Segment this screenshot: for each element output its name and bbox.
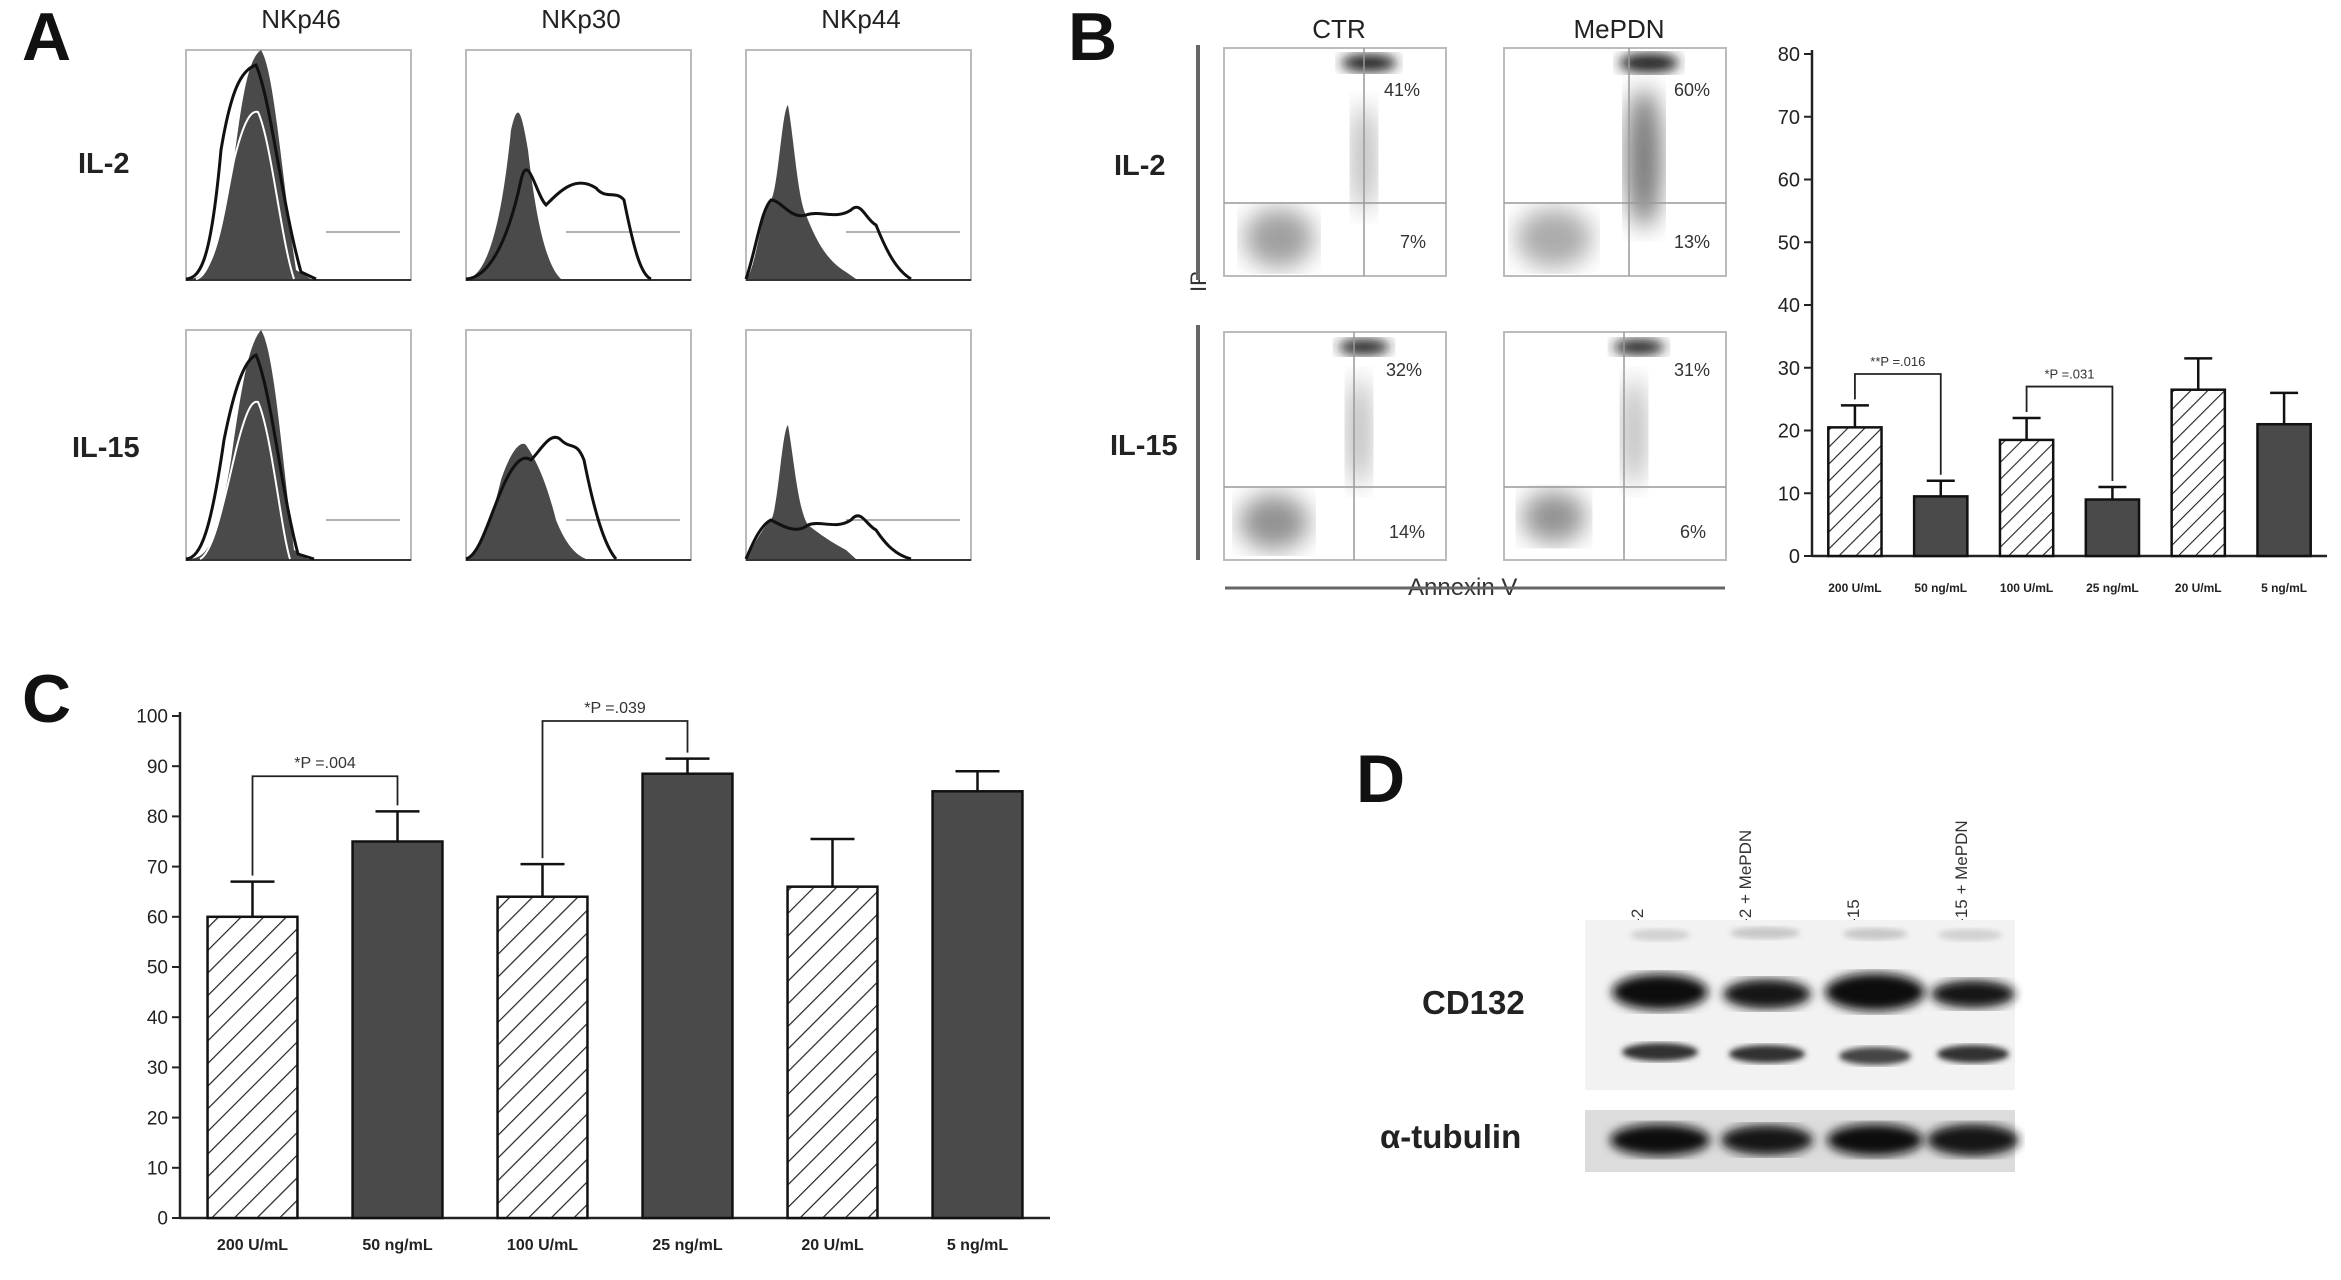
histogram-il15-nkp46 (185, 329, 412, 561)
quadrant-pct-il2-mepdn-upper: 60% (1674, 80, 1710, 100)
category-label-1: 50 ng/mL (362, 1237, 432, 1254)
quadrant-pct-il15-mepdn-lower: 6% (1680, 522, 1706, 542)
quadrant-pct-il2-mepdn-lower: 13% (1674, 232, 1710, 252)
band-cd132-il15 (1825, 973, 1925, 1011)
y-tick-label: 20 (1778, 421, 1800, 443)
bar-3 (2084, 498, 2141, 558)
significance-label-0: **P =.016 (1870, 354, 1925, 369)
bar-5 (2256, 422, 2312, 558)
bar-2 (1998, 438, 2055, 558)
panel-a-col-label-nkp44: NKp44 (821, 4, 901, 34)
panel-a-col-label-nkp46: NKp46 (261, 4, 341, 34)
band-tubulin-il2 (1610, 1124, 1710, 1156)
band-tubulin-il15 (1827, 1124, 1923, 1156)
panel-b-row-label-il15: IL-15 (1110, 430, 1178, 462)
panel-b-col-label-mepdn: MePDN (1573, 14, 1665, 44)
histogram-il15-nkp44 (744, 329, 972, 561)
panel-letter-d: D (1356, 741, 1406, 817)
y-tick-label: 60 (147, 907, 168, 928)
bar-1 (351, 840, 444, 1220)
significance-bracket-0 (251, 775, 399, 876)
y-tick-label: 80 (1778, 44, 1800, 66)
quadrant-pct-il15-ctr-upper: 32% (1386, 360, 1422, 380)
panel-b-bar-chart: 0 10 20 30 40 50 60 70 80 200 U/mL 50 ng/mL 100 U/m… (1778, 44, 2327, 595)
panel-letter-b: B (1068, 0, 1118, 75)
panel-a-row-label-il15: IL-15 (72, 432, 140, 464)
category-label-4: 20 U/mL (801, 1237, 863, 1254)
y-tick-label: 40 (147, 1008, 168, 1029)
y-tick-label: 50 (1778, 232, 1800, 254)
histogram-il2-nkp30 (465, 49, 692, 281)
quadrant-pct-il2-ctr-upper: 41% (1384, 80, 1420, 100)
y-tick-label: 20 (147, 1108, 168, 1129)
y-tick-label: 40 (1778, 295, 1800, 317)
band-tubulin-il15-mepdn (1927, 1124, 2019, 1156)
y-tick-label: 0 (157, 1209, 168, 1230)
quadrant-pct-il15-ctr-lower: 14% (1389, 522, 1425, 542)
band-cd132-il15-mepdn (1931, 980, 2015, 1008)
category-label-3: 25 ng/mL (2086, 581, 2139, 595)
y-tick-label: 30 (147, 1058, 168, 1079)
quadrant-pct-il15-mepdn-upper: 31% (1674, 360, 1710, 380)
flow-plot-il15-ctr: 32% 14% (1223, 331, 1447, 561)
bar-4 (2170, 388, 2227, 558)
y-tick-label: 50 (147, 958, 168, 979)
bar-5 (931, 790, 1024, 1220)
flow-plot-il2-mepdn: 60% 13% (1503, 47, 1727, 277)
significance-label-1: *P =.039 (584, 700, 646, 717)
significance-bracket-1 (541, 720, 689, 859)
category-label-3: 25 ng/mL (652, 1237, 722, 1254)
y-tick-label: 30 (1778, 358, 1800, 380)
histogram-il2-nkp46 (185, 49, 412, 281)
flow-plot-il15-mepdn: 31% 6% (1503, 331, 1727, 561)
blot-label-tubulin: α-tubulin (1380, 1118, 1522, 1155)
category-label-0: 200 U/mL (1828, 581, 1881, 595)
bar-4 (786, 885, 879, 1220)
panel-letter-c: C (22, 661, 72, 737)
significance-label-0: *P =.004 (294, 755, 356, 772)
bar-0 (206, 915, 299, 1220)
panel-b-row-label-il2: IL-2 (1114, 150, 1166, 182)
category-label-5: 5 ng/mL (947, 1237, 1009, 1254)
bar-3 (641, 772, 734, 1220)
category-label-1: 50 ng/mL (1914, 581, 1967, 595)
blot-label-cd132: CD132 (1422, 984, 1525, 1021)
y-tick-label: 10 (1778, 483, 1800, 505)
significance-bracket-0 (1854, 373, 1942, 475)
bar-1 (1912, 495, 1969, 558)
western-blot (1585, 920, 2019, 1172)
category-label-2: 100 U/mL (507, 1237, 578, 1254)
category-label-5: 5 ng/mL (2261, 581, 2307, 595)
y-tick-label: 80 (147, 807, 168, 828)
significance-label-1: *P =.031 (2044, 367, 2094, 382)
band-tubulin-il2-mepdn (1721, 1125, 1813, 1155)
panel-b-flow-plots: 41% 7% 60% 13% 32% 14% 31% 6% (1196, 45, 1727, 590)
panel-c-bar-chart: 0 10 20 30 40 50 60 70 80 90 100 200 U/mL 50 ng/mL 10… (136, 700, 1050, 1254)
bar-0 (1827, 426, 1883, 558)
panel-a-row-label-il2: IL-2 (78, 148, 130, 180)
panel-b-col-label-ctr: CTR (1312, 14, 1366, 44)
panel-letter-a: A (22, 0, 72, 75)
category-label-4: 20 U/mL (2175, 581, 2222, 595)
category-label-2: 100 U/mL (2000, 581, 2053, 595)
y-tick-label: 0 (1789, 546, 1800, 568)
panel-a-col-label-nkp30: NKp30 (541, 4, 621, 34)
significance-bracket-1 (2025, 385, 2114, 481)
band-cd132-il2 (1612, 974, 1708, 1010)
panel-a-histograms (185, 49, 972, 561)
y-tick-label: 90 (147, 757, 168, 778)
histogram-il15-nkp30 (465, 329, 692, 561)
y-tick-label: 60 (1778, 170, 1800, 192)
band-cd132-il2-mepdn (1723, 979, 1811, 1009)
y-tick-label: 100 (136, 707, 168, 728)
y-tick-label: 10 (147, 1158, 168, 1179)
y-tick-label: 70 (147, 857, 168, 878)
y-tick-label: 70 (1778, 107, 1800, 129)
category-label-0: 200 U/mL (217, 1237, 288, 1254)
quadrant-pct-il2-ctr-lower: 7% (1400, 232, 1426, 252)
flow-plot-il2-ctr: 41% 7% (1223, 47, 1447, 277)
histogram-il2-nkp44 (744, 49, 972, 281)
bar-2 (496, 895, 589, 1220)
